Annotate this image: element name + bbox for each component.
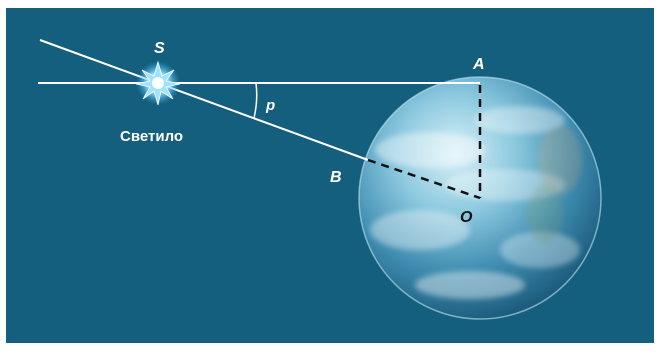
parallax-angle-arc — [253, 82, 258, 119]
label-a: A — [472, 56, 485, 73]
label-caption: Светило — [120, 128, 183, 145]
label-p: p — [265, 97, 275, 114]
label-o: O — [460, 209, 473, 226]
label-b: B — [330, 169, 342, 186]
star-icon — [135, 60, 181, 106]
radius-bo — [367, 158, 481, 200]
ray-to-b — [39, 39, 369, 161]
label-s: S — [154, 40, 165, 57]
